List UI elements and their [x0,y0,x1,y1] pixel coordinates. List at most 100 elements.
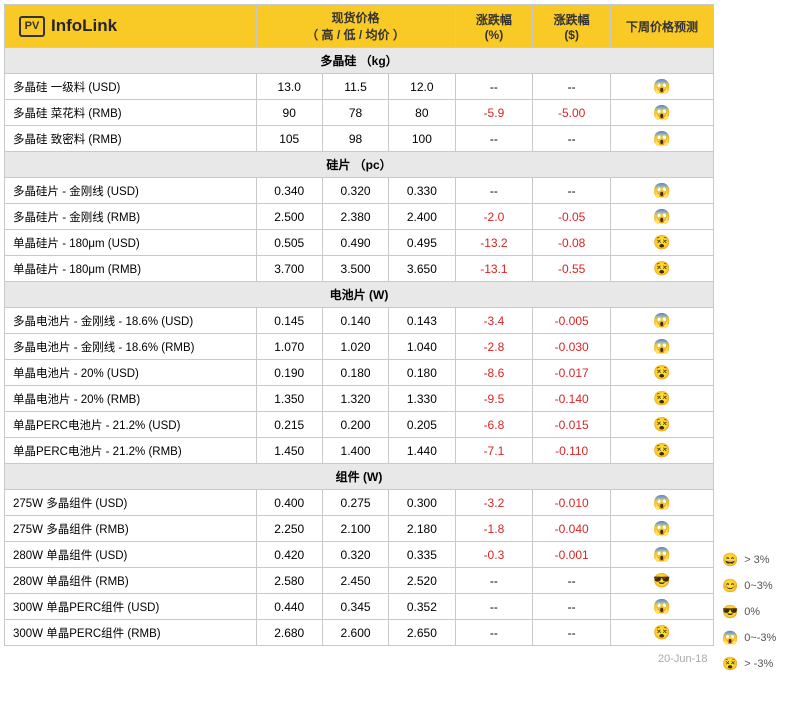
forecast-emoji: 😱 [611,204,714,230]
product-name: 多晶硅 致密料 (RMB) [5,126,257,152]
forecast-emoji: 😵 [611,438,714,464]
product-name: 300W 单晶PERC组件 (RMB) [5,620,257,646]
forecast-emoji: 😱 [611,594,714,620]
change-pct: -2.0 [455,204,533,230]
price-low: 3.500 [322,256,388,282]
price-low: 0.200 [322,412,388,438]
product-name: 300W 单晶PERC组件 (USD) [5,594,257,620]
table-row: 多晶硅 致密料 (RMB)10598100----😱 [5,126,714,152]
price-low: 2.450 [322,568,388,594]
price-low: 0.490 [322,230,388,256]
price-low: 2.600 [322,620,388,646]
section-title: 多晶硅 （kg） [5,48,714,74]
price-high: 2.680 [256,620,322,646]
price-table: PV InfoLink 现货价格 （ 高 / 低 / 均价 ） 涨跌幅 (%) … [4,4,714,672]
price-high: 0.400 [256,490,322,516]
product-name: 多晶硅 菜花料 (RMB) [5,100,257,126]
change-abs: -0.55 [533,256,611,282]
change-abs: -0.08 [533,230,611,256]
table-row: 多晶电池片 - 金刚线 - 18.6% (USD)0.1450.1400.143… [5,308,714,334]
legend-label: 0~-3% [744,632,776,644]
section-header: 电池片 (W) [5,282,714,308]
forecast-emoji: 😱 [611,334,714,360]
price-high: 0.420 [256,542,322,568]
forecast-emoji: 😱 [611,126,714,152]
forecast-emoji: 😱 [611,542,714,568]
price-low: 2.380 [322,204,388,230]
legend-label: > 3% [744,554,769,566]
header-abs: 涨跌幅 ($) [533,5,611,48]
section-title: 组件 (W) [5,464,714,490]
change-abs: -- [533,594,611,620]
price-high: 0.215 [256,412,322,438]
product-name: 多晶硅片 - 金刚线 (USD) [5,178,257,204]
change-pct: -- [455,568,533,594]
change-pct: -- [455,594,533,620]
price-high: 2.500 [256,204,322,230]
table-row: 单晶电池片 - 20% (RMB)1.3501.3201.330-9.5-0.1… [5,386,714,412]
change-pct: -5.9 [455,100,533,126]
change-abs: -0.05 [533,204,611,230]
price-avg: 0.335 [389,542,455,568]
date-label: 20-Jun-18 [5,646,714,672]
price-low: 0.320 [322,542,388,568]
product-name: 单晶PERC电池片 - 21.2% (USD) [5,412,257,438]
forecast-emoji: 😱 [611,490,714,516]
change-abs: -- [533,568,611,594]
price-avg: 100 [389,126,455,152]
table-row: 多晶硅 菜花料 (RMB)907880-5.9-5.00😱 [5,100,714,126]
price-avg: 1.040 [389,334,455,360]
price-high: 13.0 [256,74,322,100]
table-row: 275W 多晶组件 (RMB)2.2502.1002.180-1.8-0.040… [5,516,714,542]
price-high: 0.340 [256,178,322,204]
logo-cell: PV InfoLink [5,5,257,48]
change-abs: -- [533,620,611,646]
price-avg: 2.520 [389,568,455,594]
legend: 😄> 3%😊0~3%😎0%😱0~-3%😵> -3% [722,4,776,682]
forecast-emoji: 😱 [611,516,714,542]
price-high: 0.505 [256,230,322,256]
change-pct: -- [455,620,533,646]
product-name: 280W 单晶组件 (USD) [5,542,257,568]
price-low: 11.5 [322,74,388,100]
change-abs: -0.110 [533,438,611,464]
table-row: 多晶硅片 - 金刚线 (USD)0.3400.3200.330----😱 [5,178,714,204]
product-name: 单晶硅片 - 180μm (USD) [5,230,257,256]
forecast-emoji: 😱 [611,308,714,334]
change-pct: -0.3 [455,542,533,568]
legend-item: 😱 0~-3% [722,630,776,646]
price-low: 1.320 [322,386,388,412]
forecast-emoji: 😱 [611,178,714,204]
legend-item: 😵> -3% [722,656,776,672]
section-header: 组件 (W) [5,464,714,490]
forecast-emoji: 😵 [611,386,714,412]
table-row: 280W 单晶组件 (RMB)2.5802.4502.520----😎 [5,568,714,594]
price-low: 1.020 [322,334,388,360]
legend-emoji-icon: 😱 [722,630,738,646]
price-low: 0.275 [322,490,388,516]
change-pct: -13.2 [455,230,533,256]
legend-emoji-icon: 😊 [722,578,738,594]
price-avg: 2.650 [389,620,455,646]
change-abs: -- [533,178,611,204]
logo-text: InfoLink [51,16,117,36]
change-pct: -3.2 [455,490,533,516]
legend-emoji-icon: 😄 [722,552,738,568]
table-row: 多晶电池片 - 金刚线 - 18.6% (RMB)1.0701.0201.040… [5,334,714,360]
price-low: 0.320 [322,178,388,204]
change-abs: -- [533,74,611,100]
change-pct: -13.1 [455,256,533,282]
forecast-emoji: 😱 [611,100,714,126]
change-abs: -0.015 [533,412,611,438]
section-header: 多晶硅 （kg） [5,48,714,74]
price-avg: 0.300 [389,490,455,516]
price-avg: 2.180 [389,516,455,542]
change-pct: -7.1 [455,438,533,464]
price-high: 0.145 [256,308,322,334]
product-name: 280W 单晶组件 (RMB) [5,568,257,594]
price-low: 1.400 [322,438,388,464]
change-pct: -- [455,74,533,100]
table-row: 300W 单晶PERC组件 (USD)0.4400.3450.352----😱 [5,594,714,620]
change-pct: -3.4 [455,308,533,334]
legend-emoji-icon: 😵 [722,656,738,672]
